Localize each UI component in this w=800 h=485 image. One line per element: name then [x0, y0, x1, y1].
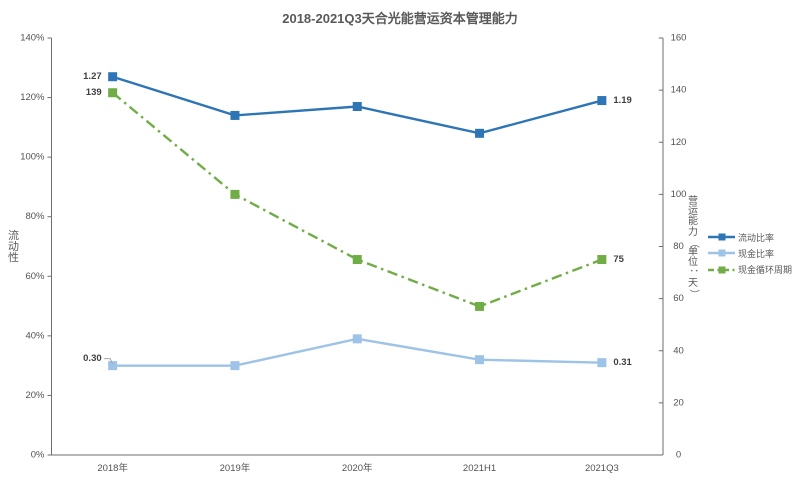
- marker-current-ratio: [475, 128, 485, 138]
- data-labels: 1.27 1.19 0.30 0.31 139 75: [83, 71, 632, 368]
- vertical-title-char: 营: [688, 196, 698, 207]
- legend-marker-current-ratio: [708, 233, 735, 241]
- x-axis-label: 2018年: [97, 462, 128, 474]
- data-label: 1.19: [613, 95, 632, 106]
- left-tick-label: 20%: [25, 390, 45, 401]
- x-axis-labels: 2018年 2019年 2020年 2021H1 2021Q3: [97, 462, 618, 474]
- vertical-title-char: 位: [688, 257, 698, 269]
- x-axis-label: 2021H1: [463, 463, 496, 474]
- leader-line: [104, 358, 114, 365]
- series-cash-conversion-cycle: [108, 88, 607, 311]
- data-label: 75: [613, 254, 624, 265]
- vertical-title-char: ：: [688, 268, 700, 279]
- left-tick-label: 40%: [25, 330, 45, 341]
- marker-current-ratio: [108, 72, 118, 82]
- series-cash-ratio: [108, 334, 607, 371]
- left-tick-label: 60%: [25, 271, 45, 282]
- marker-cash-conversion-cycle: [475, 301, 485, 311]
- marker-cash-conversion-cycle: [230, 189, 240, 199]
- x-axis-label: 2019年: [220, 462, 251, 474]
- left-tick-label: 0%: [31, 450, 45, 461]
- marker-cash-conversion-cycle: [108, 88, 118, 98]
- marker-cash-ratio: [597, 358, 607, 368]
- marker-current-ratio: [597, 96, 607, 106]
- right-tick-label: 120: [671, 137, 687, 148]
- legend-marker-cash-ratio: [708, 249, 735, 257]
- x-axis-label: 2021Q3: [585, 463, 619, 474]
- right-tick-label: 100: [671, 189, 687, 200]
- marker-cash-conversion-cycle: [352, 255, 362, 265]
- right-axis-ticks: 0 20 40 60 80 100 120 140 160: [658, 33, 687, 461]
- legend-item-current-ratio: 流动比率: [708, 232, 792, 243]
- right-tick-label: 160: [671, 33, 687, 44]
- left-tick-label: 120%: [20, 92, 45, 103]
- right-tick-label: 140: [671, 85, 687, 96]
- x-axis-label: 2020年: [342, 462, 373, 474]
- series-line-cash-conversion-cycle: [111, 91, 603, 308]
- left-axis-title: 流动性: [7, 230, 20, 265]
- right-tick-label: 0: [676, 450, 681, 461]
- data-label: 0.30: [83, 353, 102, 364]
- vertical-title-char: 性: [8, 252, 19, 265]
- marker-cash-ratio: [352, 334, 362, 344]
- data-label: 139: [86, 87, 102, 98]
- vertical-title-char: 动: [8, 241, 19, 254]
- legend-item-cash-conversion-cycle: 现金循环周期: [708, 265, 792, 275]
- right-tick-label: 20: [673, 397, 684, 408]
- legend-item-cash-ratio: 现金比率: [708, 248, 792, 259]
- legend-label: 现金比率: [738, 248, 775, 259]
- left-tick-label: 140%: [20, 33, 45, 44]
- vertical-title-char: 力: [688, 226, 698, 238]
- vertical-title-char: 流: [8, 230, 19, 242]
- marker-cash-ratio: [475, 355, 485, 365]
- left-axis-ticks: 0% 20% 40% 60% 80% 100% 120% 140%: [20, 33, 52, 461]
- right-axis-title: 营运能力（单位：天）: [687, 196, 700, 299]
- chart-title: 2018-2021Q3天合光能营运资本管理能力: [282, 11, 518, 26]
- left-tick-label: 100%: [20, 152, 45, 163]
- marker-cash-ratio: [108, 361, 118, 371]
- legend-label: 现金循环周期: [738, 265, 793, 276]
- vertical-title-char: ）: [688, 288, 700, 299]
- vertical-title-char: 运: [688, 206, 698, 218]
- right-tick-label: 60: [673, 293, 684, 304]
- data-label: 1.27: [83, 71, 102, 82]
- right-tick-label: 80: [673, 241, 684, 252]
- series-current-ratio: [108, 72, 607, 138]
- vertical-title-char: 能: [688, 216, 698, 228]
- right-tick-label: 40: [673, 345, 684, 356]
- vertical-title-char: 单: [688, 246, 698, 258]
- data-label: 0.31: [613, 357, 632, 368]
- marker-current-ratio: [352, 102, 362, 112]
- left-tick-label: 80%: [25, 211, 45, 222]
- legend: 流动比率现金比率现金循环周期: [708, 232, 792, 275]
- marker-cash-conversion-cycle: [597, 255, 607, 265]
- vertical-title-char: 天: [688, 277, 698, 289]
- vertical-title-char: （: [688, 237, 700, 248]
- legend-marker-cash-conversion-cycle: [708, 266, 735, 274]
- legend-label: 流动比率: [738, 232, 775, 243]
- axes: [51, 38, 664, 456]
- marker-cash-ratio: [230, 361, 240, 371]
- marker-current-ratio: [230, 110, 240, 120]
